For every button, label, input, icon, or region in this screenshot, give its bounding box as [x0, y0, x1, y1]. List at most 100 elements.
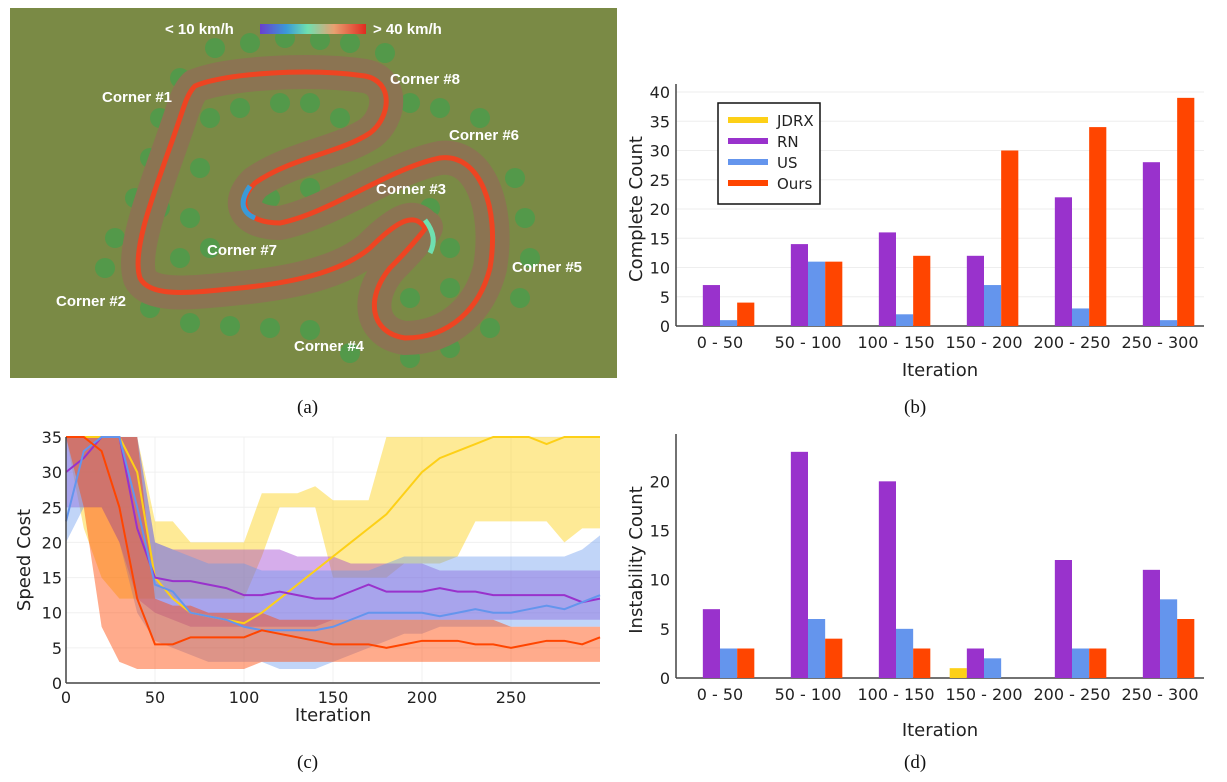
- bar-rn: [790, 244, 808, 326]
- x-tick-label: 100 - 150: [857, 333, 934, 352]
- tree-icon: [240, 33, 260, 53]
- bar-us: [896, 628, 914, 678]
- bar-us: [1160, 599, 1178, 678]
- y-axis-label: Speed Cost: [14, 509, 35, 611]
- y-axis-label: Complete Count: [626, 136, 647, 282]
- tree-icon: [105, 228, 125, 248]
- speed-cost-chart: 0 5 10 15 20 25 30 35 0 50 100 150 200 250 Iteration Sp…: [14, 428, 601, 726]
- x-tick-label: 200: [407, 688, 438, 707]
- tree-icon: [190, 158, 210, 178]
- x-tick-label: 0: [61, 688, 71, 707]
- corner-4-label: Corner #4: [294, 338, 365, 355]
- racing-line: [135, 69, 496, 341]
- bar-rn: [1054, 197, 1072, 326]
- x-axis-label: Iteration: [295, 705, 371, 726]
- bar-rn: [966, 648, 984, 678]
- tree-icon: [200, 108, 220, 128]
- x-tick-label: 150 - 200: [945, 685, 1022, 704]
- tree-icon: [480, 318, 500, 338]
- bar-rn: [1054, 560, 1072, 678]
- bar-rn: [878, 232, 896, 326]
- y-tick-label: 35: [650, 112, 670, 131]
- caption-b: (b): [904, 397, 927, 418]
- x-tick-label: 50: [145, 688, 165, 707]
- x-tick-label: 200 - 250: [1033, 333, 1110, 352]
- tree-icon: [95, 258, 115, 278]
- corner-2-label: Corner #2: [56, 293, 126, 310]
- y-axis-label: Instability Count: [626, 486, 647, 634]
- tree-icon: [300, 320, 320, 340]
- tree-icon: [520, 248, 540, 268]
- x-tick-label: 200 - 250: [1033, 685, 1110, 704]
- y-tick-label: 20: [650, 200, 670, 219]
- tree-icon: [180, 208, 200, 228]
- bar-rn: [702, 609, 720, 678]
- y-tick-label: 25: [42, 498, 62, 517]
- x-tick-label: 250 - 300: [1121, 333, 1198, 352]
- caption-a: (a): [297, 397, 319, 418]
- band-rn: [66, 437, 600, 627]
- x-axis-label: Iteration: [902, 360, 978, 380]
- colorbar-low-label: < 10 km/h: [165, 21, 234, 38]
- bar-ours: [913, 255, 931, 326]
- y-tick-label: 0: [52, 674, 62, 693]
- bar-us: [720, 320, 738, 326]
- slow-segment-corner-7: [240, 184, 257, 221]
- tree-icon: [440, 238, 460, 258]
- tree-icon: [205, 38, 225, 58]
- tree-icon: [330, 108, 350, 128]
- caption-d: (d): [904, 752, 927, 773]
- bar-us: [896, 314, 914, 326]
- y-tick-label: 30: [42, 463, 62, 482]
- y-tick-label: 20: [42, 533, 62, 552]
- legend-label-ours: Ours: [777, 175, 812, 193]
- x-tick-label: 250 - 300: [1121, 685, 1198, 704]
- bar-ours: [737, 648, 755, 678]
- bar-rn: [702, 285, 720, 326]
- x-axis-label: Iteration: [902, 720, 978, 740]
- x-tick-label: 250: [496, 688, 527, 707]
- tree-icon: [170, 248, 190, 268]
- y-tick-label: 0: [660, 317, 670, 336]
- y-tick-label: 10: [650, 571, 670, 590]
- tree-icon: [470, 108, 490, 128]
- tree-icon: [375, 43, 395, 63]
- bar-us: [720, 648, 738, 678]
- tree-icon: [505, 168, 525, 188]
- x-tick-label: 100: [229, 688, 260, 707]
- tree-icon: [180, 313, 200, 333]
- bar-ours: [1177, 97, 1195, 326]
- tree-icon: [430, 98, 450, 118]
- x-tick-label: 50 - 100: [775, 685, 842, 704]
- legend-label-us: US: [777, 154, 798, 172]
- y-tick-label: 35: [42, 428, 62, 447]
- y-tick-label: 15: [650, 522, 670, 541]
- bar-us: [808, 619, 826, 678]
- tree-icon: [300, 178, 320, 198]
- line-ours: [66, 436, 601, 649]
- legend-label-jdrx: JDRX: [776, 112, 814, 130]
- band-ours: [66, 437, 600, 669]
- y-tick-label: 10: [42, 604, 62, 623]
- x-tick-label: 50 - 100: [775, 333, 842, 352]
- x-tick-label: 0 - 50: [697, 685, 743, 704]
- x-tick-label: 150: [318, 688, 349, 707]
- tree-icon: [200, 238, 220, 258]
- tree-icon: [340, 343, 360, 363]
- bar-ours: [737, 302, 755, 326]
- y-tick-label: 40: [650, 83, 670, 102]
- tree-icon: [270, 93, 290, 113]
- y-tick-label: 25: [650, 171, 670, 190]
- bar-ours: [825, 638, 843, 678]
- bar-rn: [1142, 162, 1160, 326]
- tree-icon: [515, 208, 535, 228]
- band-jdrx: [66, 437, 600, 599]
- legend-label-rn: RN: [777, 133, 799, 151]
- tree-icon: [220, 316, 240, 336]
- y-tick-label: 0: [660, 669, 670, 688]
- corner-7-label: Corner #7: [207, 242, 277, 259]
- track-map: < 10 km/h > 40 km/h Corner #1 Corner #2 …: [10, 8, 617, 378]
- y-tick-label: 10: [650, 259, 670, 278]
- x-tick-label: 0 - 50: [697, 333, 743, 352]
- tree-icon: [400, 93, 420, 113]
